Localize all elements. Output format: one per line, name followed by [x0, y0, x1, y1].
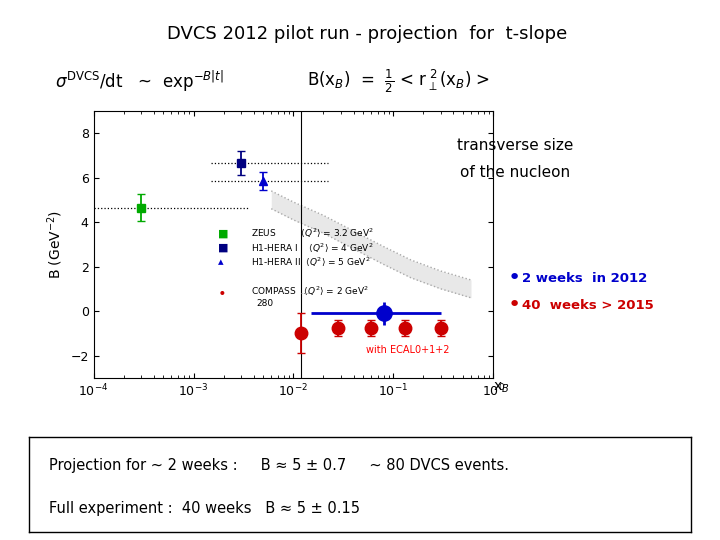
- Y-axis label: B (GeV$^{-2}$): B (GeV$^{-2}$): [45, 210, 65, 279]
- Text: 2 weeks  in 2012: 2 weeks in 2012: [522, 272, 647, 285]
- Text: $\sigma^{\mathdefault{DVCS}}$/dt   ~  exp$^{-B|t|}$: $\sigma^{\mathdefault{DVCS}}$/dt ~ exp$^…: [55, 69, 224, 94]
- Text: $\blacksquare$: $\blacksquare$: [217, 241, 228, 254]
- Text: 280: 280: [256, 299, 274, 308]
- Text: H1-HERA I    $\langle Q^2\rangle$ = 4 GeV$^2$: H1-HERA I $\langle Q^2\rangle$ = 4 GeV$^…: [251, 241, 374, 254]
- Text: B(x$_B$)  =  $\frac{1}{2}$ < r$_\perp^{\ 2}$(x$_B$) >: B(x$_B$) = $\frac{1}{2}$ < r$_\perp^{\ 2…: [307, 68, 490, 95]
- Text: •: •: [508, 268, 521, 288]
- Text: 40  weeks > 2015: 40 weeks > 2015: [522, 299, 654, 312]
- Text: Projection for ~ 2 weeks :     B ≈ 5 ± 0.7     ~ 80 DVCS events.: Projection for ~ 2 weeks : B ≈ 5 ± 0.7 ~…: [49, 458, 508, 473]
- Text: H1-HERA II  $\langle Q^2\rangle$ = 5 GeV$^2$: H1-HERA II $\langle Q^2\rangle$ = 5 GeV$…: [251, 256, 370, 268]
- Text: COMPASS   $\langle Q^2\rangle$ = 2 GeV$^2$: COMPASS $\langle Q^2\rangle$ = 2 GeV$^2$: [251, 285, 369, 298]
- Text: Full experiment :  40 weeks   B ≈ 5 ± 0.15: Full experiment : 40 weeks B ≈ 5 ± 0.15: [49, 501, 360, 516]
- Text: $\blacksquare$: $\blacksquare$: [217, 227, 228, 240]
- Text: ...: ...: [300, 286, 310, 296]
- Text: with ECAL0+1+2: with ECAL0+1+2: [366, 345, 450, 355]
- Text: $\bullet$: $\bullet$: [217, 284, 225, 298]
- Text: •: •: [508, 295, 521, 315]
- Text: of the nucleon: of the nucleon: [460, 165, 570, 180]
- Text: DVCS 2012 pilot run - projection  for  t-slope: DVCS 2012 pilot run - projection for t-s…: [167, 25, 567, 43]
- Text: $\blacktriangle$: $\blacktriangle$: [217, 257, 224, 267]
- Text: ZEUS         $\langle Q^2\rangle$ = 3.2 GeV$^2$: ZEUS $\langle Q^2\rangle$ = 3.2 GeV$^2$: [251, 227, 374, 239]
- Text: transverse size: transverse size: [456, 138, 573, 153]
- Text: x$_B$: x$_B$: [493, 381, 510, 395]
